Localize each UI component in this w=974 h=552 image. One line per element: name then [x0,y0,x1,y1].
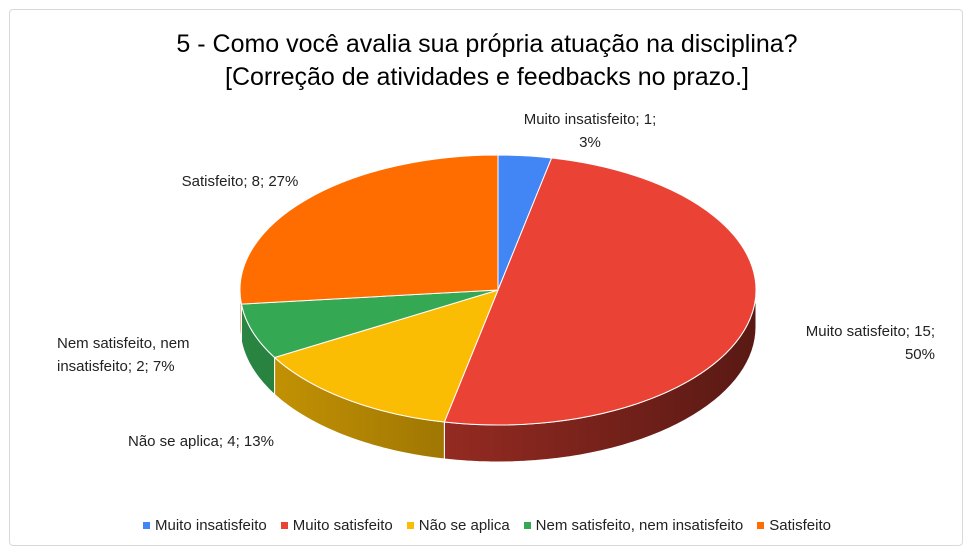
slice [273,289,499,423]
legend-swatch [143,522,151,529]
data-label: Muito satisfeito; 15; 50% [805,323,935,363]
legend-swatch [280,522,288,529]
chart-title: 5 - Como você avalia sua própria atuação… [176,30,798,91]
legend-label: Muito insatisfeito [155,517,267,534]
legend-item: Nem satisfeito, nem insatisfeito [523,517,744,534]
data-label: Satisfeito; 8; 27% [181,173,299,190]
legend-swatch [757,522,765,529]
legend-swatch [406,522,414,529]
legend-label: Nem satisfeito, nem insatisfeito [535,517,744,534]
data-label: Não se aplica; 4; 13% [128,433,274,450]
slice [240,289,499,359]
legend-item: Muito insatisfeito [143,517,267,534]
legend: Muito insatisfeito Muito satisfeito Não se… [0,517,974,534]
legend-item: Satisfeito [757,517,831,534]
slice [239,154,499,305]
data-label: Muito insatisfeito; 1; 3% [523,111,657,151]
legend-label: Não se aplica [418,517,510,534]
legend-label: Satisfeito [769,517,831,534]
slice [443,157,757,426]
data-label: Nem satisfeito, nem insatisfeito; 2; 7% [57,335,190,375]
chart-frame [9,9,963,546]
legend-label: Muito satisfeito [292,517,393,534]
legend-item: Não se aplica [406,517,510,534]
legend-item: Muito satisfeito [280,517,393,534]
legend-swatch [523,522,531,529]
